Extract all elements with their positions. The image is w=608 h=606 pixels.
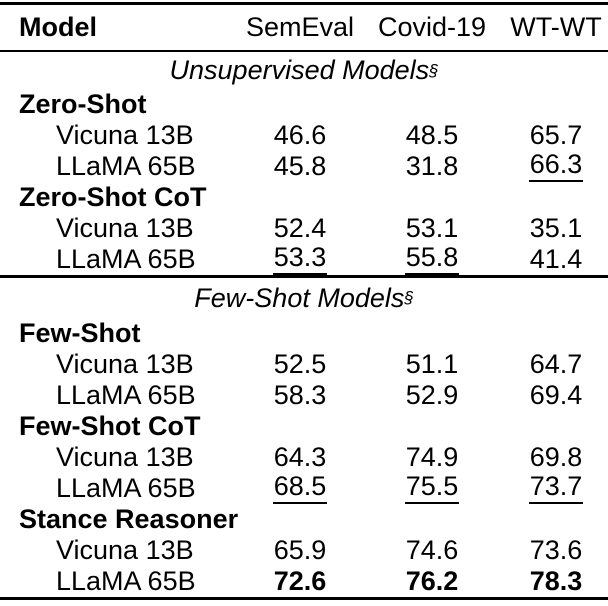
group-name: Zero-Shot bbox=[19, 89, 147, 119]
column-header-semeval: SemEval bbox=[245, 12, 355, 42]
value-cell: 65.7 bbox=[529, 120, 583, 150]
group-name: Few-Shot bbox=[19, 318, 141, 348]
model-name-cell: LLaMA 65B bbox=[56, 566, 196, 596]
group-header-zero-shot-cot: Zero-Shot CoT bbox=[0, 182, 608, 213]
model-name-cell: LLaMA 65B bbox=[56, 244, 196, 274]
group-name: Few-Shot CoT bbox=[19, 411, 201, 441]
group-header-few-shot-cot: Few-Shot CoT bbox=[0, 411, 608, 442]
value-cell: 52.5 bbox=[273, 349, 327, 379]
column-header-covid19: Covid-19 bbox=[377, 12, 487, 42]
value-cell: 72.6 bbox=[273, 566, 327, 596]
section-header-few-shot: Few-Shot Models § bbox=[194, 282, 414, 313]
section-divider-rule bbox=[0, 275, 608, 278]
value-cell: 46.6 bbox=[273, 120, 327, 150]
header-rule bbox=[0, 50, 608, 52]
value-cell: 45.8 bbox=[273, 151, 327, 181]
value-cell: 41.4 bbox=[529, 244, 583, 274]
value-cell: 75.5 bbox=[360, 473, 504, 504]
value-cell: 52.4 bbox=[273, 213, 327, 243]
table-row: LLaMA 65B 45.8 31.8 66.3 bbox=[0, 151, 608, 182]
model-name-cell: LLaMA 65B bbox=[56, 473, 196, 503]
table-row: Vicuna 13B 52.4 53.1 35.1 bbox=[0, 213, 608, 244]
value-cell: 68.5 bbox=[240, 473, 360, 504]
value-cell: 69.8 bbox=[529, 442, 583, 472]
value-cell: 66.3 bbox=[504, 151, 608, 182]
value-cell: 64.3 bbox=[273, 442, 327, 472]
model-name-cell: Vicuna 13B bbox=[56, 213, 194, 243]
column-header-wtwt: WT-WT bbox=[510, 12, 602, 42]
value-cell: 65.9 bbox=[273, 535, 327, 565]
table-row: LLaMA 65B 68.5 75.5 73.7 bbox=[0, 473, 608, 504]
model-name-cell: Vicuna 13B bbox=[56, 349, 194, 379]
model-name-cell: Vicuna 13B bbox=[56, 120, 194, 150]
value-cell: 53.1 bbox=[405, 213, 459, 243]
value-cell: 78.3 bbox=[529, 566, 583, 596]
value-cell: 58.3 bbox=[273, 380, 327, 410]
value-cell: 69.4 bbox=[529, 380, 583, 410]
table-row: Vicuna 13B 52.5 51.1 64.7 bbox=[0, 349, 608, 380]
value-cell: 73.7 bbox=[504, 473, 608, 504]
value-cell: 76.2 bbox=[405, 566, 459, 596]
model-name-cell: Vicuna 13B bbox=[56, 442, 194, 472]
value-cell: 73.6 bbox=[529, 535, 583, 565]
value-cell: 53.3 bbox=[240, 244, 360, 275]
table-row: Vicuna 13B 65.9 74.6 73.6 bbox=[0, 535, 608, 566]
group-header-stance-reasoner: Stance Reasoner bbox=[0, 504, 608, 535]
group-name: Stance Reasoner bbox=[19, 504, 239, 534]
model-name-cell: LLaMA 65B bbox=[56, 380, 196, 410]
group-header-few-shot: Few-Shot bbox=[0, 318, 608, 349]
bottom-rule bbox=[0, 597, 608, 600]
section-header-unsupervised: Unsupervised Models § bbox=[169, 55, 439, 85]
top-rule bbox=[0, 2, 608, 5]
table-row: Vicuna 13B 46.6 48.5 65.7 bbox=[0, 120, 608, 151]
table-row: LLaMA 65B 72.6 76.2 78.3 bbox=[0, 566, 608, 597]
group-header-zero-shot: Zero-Shot bbox=[0, 89, 608, 120]
value-cell: 55.8 bbox=[360, 244, 504, 275]
table-row: LLaMA 65B 58.3 52.9 69.4 bbox=[0, 380, 608, 411]
value-cell: 35.1 bbox=[529, 213, 583, 243]
column-header-model: Model bbox=[19, 12, 97, 42]
model-name-cell: LLaMA 65B bbox=[56, 151, 196, 181]
value-cell: 52.9 bbox=[405, 380, 459, 410]
value-cell: 51.1 bbox=[405, 349, 459, 379]
value-cell: 64.7 bbox=[529, 349, 583, 379]
section-title-text: Few-Shot Models bbox=[194, 282, 405, 313]
value-cell: 48.5 bbox=[405, 120, 459, 150]
model-name-cell: Vicuna 13B bbox=[56, 535, 194, 565]
section-title-text: Unsupervised Models bbox=[169, 55, 430, 85]
value-cell: 74.9 bbox=[405, 442, 459, 472]
table-header-row: Model SemEval Covid-19 WT-WT bbox=[0, 5, 608, 50]
group-name: Zero-Shot CoT bbox=[19, 182, 207, 212]
table-row: Vicuna 13B 64.3 74.9 69.8 bbox=[0, 442, 608, 473]
table-row: LLaMA 65B 53.3 55.8 41.4 bbox=[0, 244, 608, 275]
value-cell: 31.8 bbox=[405, 151, 459, 181]
value-cell: 74.6 bbox=[405, 535, 459, 565]
